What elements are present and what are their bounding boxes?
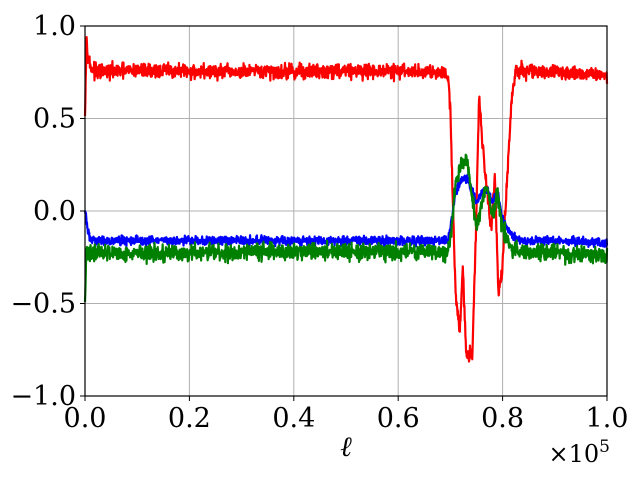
- series-line-3: [83, 153, 609, 303]
- y-tick-label: −0.5: [10, 289, 76, 320]
- y-tick-label: 1.0: [33, 11, 76, 42]
- y-tick-label: −1.0: [10, 381, 76, 412]
- y-tick-label: 0.0: [33, 196, 76, 227]
- x-tick-label: 0.0: [64, 403, 107, 434]
- series-layer: [83, 35, 609, 363]
- x-tick-label: 1.0: [586, 403, 629, 434]
- x-tick-label: 0.4: [272, 403, 315, 434]
- x-tick-label: 0.8: [481, 403, 524, 434]
- series-line-1: [83, 35, 609, 363]
- x-axis-label: ℓ: [340, 430, 352, 463]
- tick-labels: 0.0 0.2 0.4 0.6 0.8 1.0 −1.0 −0.5 0.0 0.5 1.0: [10, 11, 628, 434]
- x-offset-label: ×105: [549, 437, 610, 468]
- y-tick-label: 0.5: [33, 104, 76, 135]
- x-tick-label: 0.6: [377, 403, 420, 434]
- x-tick-label: 0.2: [168, 403, 211, 434]
